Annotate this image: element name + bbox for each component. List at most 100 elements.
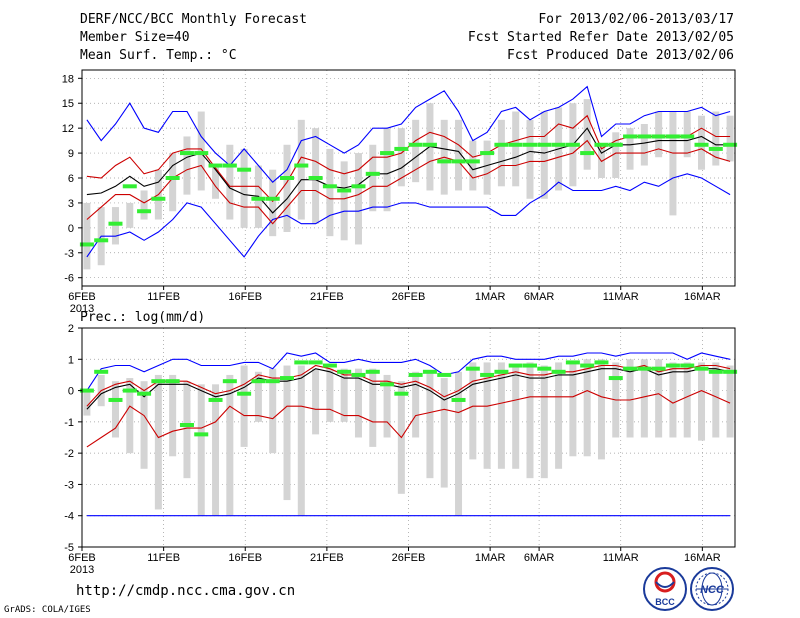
prec-spread-bar <box>555 362 563 469</box>
temp-ytick-label: 15 <box>62 98 74 110</box>
temp-xtick-label: 11FEB <box>147 291 180 303</box>
temp-observed-mark <box>151 196 166 201</box>
prec-observed-mark <box>494 369 509 374</box>
prec-observed-mark <box>194 432 209 437</box>
temp-observed-mark <box>651 134 666 139</box>
temp-ytick-label: 6 <box>68 173 74 185</box>
prec-observed-mark <box>94 369 109 374</box>
temp-spread-bar <box>312 128 320 224</box>
prec-spread-bar <box>154 374 162 510</box>
prec-ytick-label: 2 <box>68 323 74 335</box>
temp-spread-bar <box>512 111 520 187</box>
prec-observed-mark <box>637 366 652 371</box>
prec-spread-bar <box>340 368 348 422</box>
prec-observed-mark <box>723 369 738 374</box>
prec-xtick-label: 26FEB <box>392 552 426 564</box>
temp-spread-bar <box>212 165 220 199</box>
temp-ytick-label: 12 <box>62 123 74 135</box>
bcc-logo-text: BCC <box>655 597 675 607</box>
temp-observed-mark <box>194 151 209 156</box>
prec-spread-bar <box>683 362 691 438</box>
prec-observed-mark <box>165 379 180 384</box>
temp-xtick-label: 6FEB <box>68 291 96 303</box>
temp-ytick-label: 9 <box>68 148 74 160</box>
temp-observed-mark <box>608 142 623 147</box>
prec-spread-bar <box>455 371 463 516</box>
prec-observed-mark <box>437 372 452 377</box>
temp-spread-bar <box>369 144 377 212</box>
temp-spread-bar <box>269 169 277 237</box>
temp-observed-mark <box>137 209 152 214</box>
temp-observed-mark <box>337 188 352 193</box>
prec-spread-bar <box>197 384 205 516</box>
temp-spread-bar <box>126 202 134 228</box>
prec-observed-mark <box>79 388 94 393</box>
temp-observed-mark <box>351 184 366 189</box>
prec-observed-mark <box>222 379 237 384</box>
temp-spread-bar <box>497 119 505 187</box>
temp-spread-bar <box>469 140 477 191</box>
prec-spread-bar <box>497 362 505 469</box>
temp-spread-bar <box>169 153 177 212</box>
temp-xtick-label: 11MAR <box>603 291 639 303</box>
prec-spread-bar <box>83 390 91 416</box>
temp-observed-mark <box>551 142 566 147</box>
prec-ytick-label: -4 <box>64 511 74 523</box>
prec-observed-mark <box>394 391 409 396</box>
temp-observed-mark <box>680 134 695 139</box>
prec-observed-mark <box>208 397 223 402</box>
temp-xtick-label: 6MAR <box>524 291 555 303</box>
prec-xtick-label: 16MAR <box>684 552 721 564</box>
temp-spread-bar <box>140 190 148 220</box>
prec-spread-bar <box>383 374 391 438</box>
forecast-start-date: Fcst Started Refer Date 2013/02/05 <box>467 30 734 45</box>
prec-spread-bar <box>326 368 334 422</box>
temp-year-label: 2013 <box>70 303 94 315</box>
grads-credit: GrADS: COLA/IGES <box>4 605 91 615</box>
source-url[interactable]: http://cmdp.ncc.cma.gov.cn <box>76 583 296 599</box>
temp-xtick-label: 16FEB <box>228 291 262 303</box>
member-size: Member Size=40 <box>80 30 190 45</box>
prec-spread-bar <box>626 359 634 438</box>
prec-observed-mark <box>665 363 680 368</box>
ncc-logo-text: NCC <box>700 584 725 596</box>
prec-spread-bar <box>512 365 520 469</box>
prec-line-mean <box>86 368 731 410</box>
prec-xtick-label: 11MAR <box>603 552 639 564</box>
temp-spread-bar <box>455 119 463 191</box>
temp-observed-mark <box>522 142 537 147</box>
temp-observed-mark <box>237 167 252 172</box>
temp-observed-mark <box>665 134 680 139</box>
temp-spread-bar <box>712 111 720 166</box>
temp-observed-mark <box>565 142 580 147</box>
temp-spread-bar <box>683 111 691 158</box>
temp-observed-mark <box>251 196 266 201</box>
temp-observed-mark <box>122 184 137 189</box>
temp-observed-mark <box>422 142 437 147</box>
prec-observed-mark <box>594 360 609 365</box>
prec-spread-bar <box>140 381 148 469</box>
temp-spread-bar <box>111 207 119 245</box>
temp-observed-mark <box>494 142 509 147</box>
prec-xtick-label: 6MAR <box>524 552 555 564</box>
prec-observed-mark <box>337 369 352 374</box>
prec-spread-bar <box>254 371 262 422</box>
bcc-logo: BCC <box>643 567 687 611</box>
prec-spread-bar <box>412 371 420 438</box>
prec-observed-mark <box>708 369 723 374</box>
temp-observed-mark <box>594 142 609 147</box>
temp-line-min <box>86 173 731 258</box>
prec-ytick-label: -3 <box>64 479 74 491</box>
prec-spread-bar <box>169 374 177 457</box>
temp-observed-mark <box>623 134 638 139</box>
ncc-logo: NCC <box>690 567 734 611</box>
prec-spread-bar <box>698 362 706 441</box>
temp-observed-mark <box>179 151 194 156</box>
prec-spread-bar <box>469 362 477 460</box>
temp-ytick-label: 0 <box>68 223 74 235</box>
chart-title: DERF/NCC/BCC Monthly Forecast <box>80 12 307 27</box>
temp-ytick-label: 3 <box>68 198 74 210</box>
temp-observed-mark <box>537 142 552 147</box>
